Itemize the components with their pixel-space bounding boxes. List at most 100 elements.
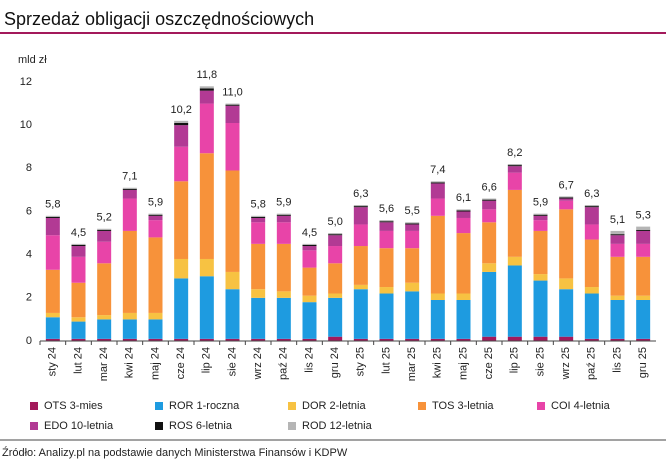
bar-segment xyxy=(251,289,266,298)
source: Źródło: Analizy.pl na podstawie danych M… xyxy=(2,446,348,459)
bar-segment xyxy=(353,205,368,207)
bar-segment xyxy=(507,172,522,190)
bar-segment xyxy=(430,182,445,184)
total-label: 6,6 xyxy=(482,181,497,193)
bar-segment xyxy=(379,222,394,231)
legend-swatch xyxy=(537,402,545,410)
bar-segment xyxy=(610,234,625,236)
bar-segment xyxy=(533,336,548,341)
bar-segment xyxy=(148,319,163,339)
bar-segment xyxy=(533,280,548,337)
bar-segment xyxy=(122,187,137,189)
bar-segment xyxy=(636,243,651,257)
bar-segment xyxy=(122,312,137,320)
bar-segment xyxy=(71,317,86,322)
bar-segment xyxy=(97,319,112,339)
bar-segment xyxy=(174,181,189,259)
bar-segment xyxy=(559,336,574,341)
bar-segment xyxy=(430,338,445,341)
bar-segment xyxy=(379,221,394,223)
bar-segment xyxy=(482,263,497,272)
y-tick-label: 4 xyxy=(26,249,32,261)
bar-segment xyxy=(45,317,60,339)
bar-segment xyxy=(533,213,548,215)
x-tick-label: lut 24 xyxy=(72,347,84,374)
bar-segment xyxy=(636,256,651,296)
bar-segment xyxy=(225,104,240,106)
bar-segment xyxy=(174,338,189,341)
total-label: 5,8 xyxy=(251,199,266,211)
bar-segment xyxy=(174,258,189,279)
bar-segment xyxy=(276,214,291,216)
bar-segment xyxy=(482,271,497,337)
bar-segment xyxy=(328,246,343,264)
bar-segment xyxy=(302,243,317,245)
bar-segment xyxy=(148,338,163,341)
bar-segment xyxy=(251,216,266,218)
bar-segment xyxy=(430,198,445,216)
bar-segment xyxy=(251,217,266,223)
bar-segment xyxy=(636,229,651,231)
bar-segment xyxy=(379,230,394,249)
bar-segment xyxy=(405,248,420,283)
bar-segment xyxy=(71,244,86,247)
bar-segment xyxy=(225,289,240,339)
x-tick-label: sie 24 xyxy=(226,347,238,376)
bar-segment xyxy=(353,284,368,290)
bar-segment xyxy=(276,297,291,339)
bar-segment xyxy=(328,233,343,235)
legend-swatch xyxy=(155,422,163,430)
bar-segment xyxy=(456,211,471,218)
bar-segment xyxy=(276,213,291,215)
bar-segment xyxy=(610,299,625,339)
bar-segment xyxy=(174,123,189,126)
bar-segment xyxy=(148,237,163,313)
legend-swatch xyxy=(30,402,38,410)
bar-segment xyxy=(405,338,420,341)
bar-segment xyxy=(482,200,497,210)
legend-swatch xyxy=(30,422,38,430)
bar-segment xyxy=(430,183,445,199)
bar-segment xyxy=(507,265,522,337)
legend-swatch xyxy=(288,422,296,430)
total-label: 4,5 xyxy=(71,227,86,239)
bar-segment xyxy=(456,338,471,341)
bar-segment xyxy=(199,88,214,91)
bar-segment xyxy=(559,198,574,201)
bar-segment xyxy=(225,170,240,272)
y-tick-label: 10 xyxy=(20,119,32,131)
bar-segment xyxy=(405,223,420,225)
bar-segment xyxy=(584,206,599,208)
bar-segment xyxy=(353,338,368,341)
bar-segment xyxy=(328,297,343,337)
bar-segment xyxy=(559,200,574,210)
total-label: 6,3 xyxy=(353,188,368,200)
legend-swatch xyxy=(288,402,296,410)
bar-segment xyxy=(302,250,317,268)
bar-segment xyxy=(302,244,317,247)
y-axis-label: mld zł xyxy=(18,54,47,66)
bar-segment xyxy=(97,263,112,316)
total-label: 5,5 xyxy=(405,205,420,217)
bar-segment xyxy=(174,120,189,124)
legend-swatch xyxy=(155,402,163,410)
bar-segment xyxy=(328,293,343,298)
x-tick-label: kwi 24 xyxy=(124,347,136,378)
bar-segment xyxy=(559,278,574,290)
bar-segment xyxy=(456,209,471,211)
bar-segment xyxy=(122,198,137,231)
bar-segment xyxy=(482,198,497,200)
bar-segment xyxy=(636,226,651,230)
bar-segment xyxy=(482,209,497,223)
bar-segment xyxy=(122,338,137,341)
x-tick-label: gru 24 xyxy=(329,347,341,378)
bar-segment xyxy=(45,235,60,270)
bar-segment xyxy=(533,220,548,231)
bar-segment xyxy=(97,338,112,341)
bar-segment xyxy=(71,321,86,339)
bar-segment xyxy=(199,86,214,89)
bar-segment xyxy=(559,289,574,337)
bar-segment xyxy=(199,258,214,277)
x-tick-label: maj 24 xyxy=(149,347,161,380)
legend-label: ROR 1-roczna xyxy=(169,400,240,412)
